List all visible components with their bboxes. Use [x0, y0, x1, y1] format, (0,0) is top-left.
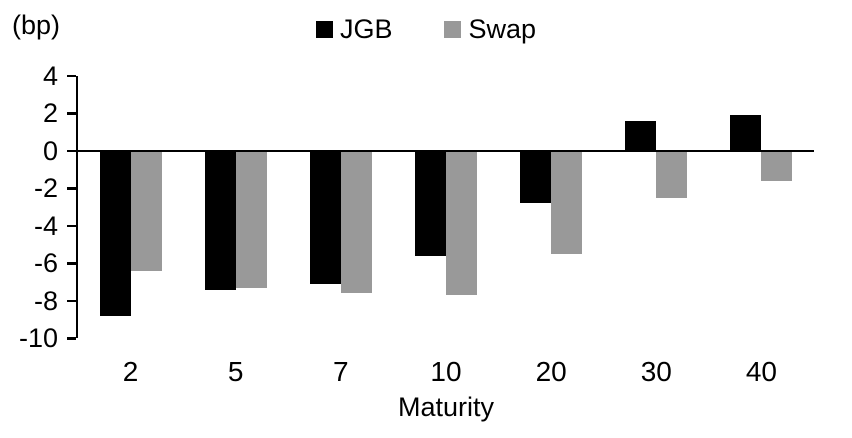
- legend-label-swap: Swap: [468, 14, 537, 44]
- y-tick-label: 2: [42, 98, 58, 129]
- swap-swatch-icon: [444, 21, 462, 38]
- y-tick-mark: [66, 74, 76, 78]
- y-tick-mark: [66, 224, 76, 228]
- bar-swap-40: [761, 150, 793, 181]
- legend-item-jgb: JGB: [315, 14, 393, 45]
- x-tick-label: 10: [430, 356, 462, 387]
- y-tick-label: -6: [33, 248, 58, 279]
- bar-jgb-40: [730, 115, 762, 151]
- y-tick-label: -10: [18, 323, 58, 354]
- y-tick-mark: [66, 337, 76, 340]
- y-tick-label: 0: [42, 135, 58, 166]
- bar-jgb-30: [625, 120, 657, 151]
- bar-swap-10: [446, 150, 477, 296]
- bar-swap-20: [551, 150, 583, 255]
- y-tick-mark: [66, 187, 76, 190]
- bar-jgb-5: [204, 150, 236, 290]
- y-tick-mark: [66, 262, 76, 265]
- bar-swap-2: [130, 150, 162, 271]
- x-tick-label: 30: [640, 356, 672, 387]
- x-tick-label: 5: [227, 356, 244, 387]
- y-tick-mark: [66, 299, 76, 303]
- bar-jgb-10: [415, 150, 446, 256]
- legend-label-jgb: JGB: [339, 14, 393, 44]
- y-tick-label: 4: [42, 61, 58, 91]
- y-axis-unit-label: (bp): [12, 10, 61, 40]
- legend-item-swap: Swap: [444, 14, 536, 45]
- bar-jgb-20: [520, 150, 552, 204]
- x-tick-label: 2: [122, 356, 139, 387]
- jgb-swatch-icon: [315, 21, 333, 38]
- zero-baseline: [78, 149, 814, 153]
- y-axis-line: [75, 76, 78, 339]
- bar-jgb-7: [309, 150, 341, 285]
- bar-swap-30: [656, 150, 688, 198]
- bar-swap-7: [340, 150, 372, 294]
- bar-swap-5: [235, 150, 267, 288]
- y-tick-label: -2: [33, 173, 58, 204]
- x-tick-label: 7: [333, 356, 349, 387]
- y-tick-label: -4: [33, 210, 58, 241]
- x-axis-title: Maturity: [397, 392, 495, 422]
- x-tick-label: 40: [745, 356, 777, 387]
- y-tick-mark: [66, 149, 76, 153]
- y-tick-mark: [66, 112, 76, 115]
- bar-jgb-2: [99, 150, 131, 316]
- y-tick-label: -8: [33, 285, 58, 316]
- legend: JGB Swap: [0, 14, 852, 45]
- x-tick-label: 20: [535, 356, 567, 387]
